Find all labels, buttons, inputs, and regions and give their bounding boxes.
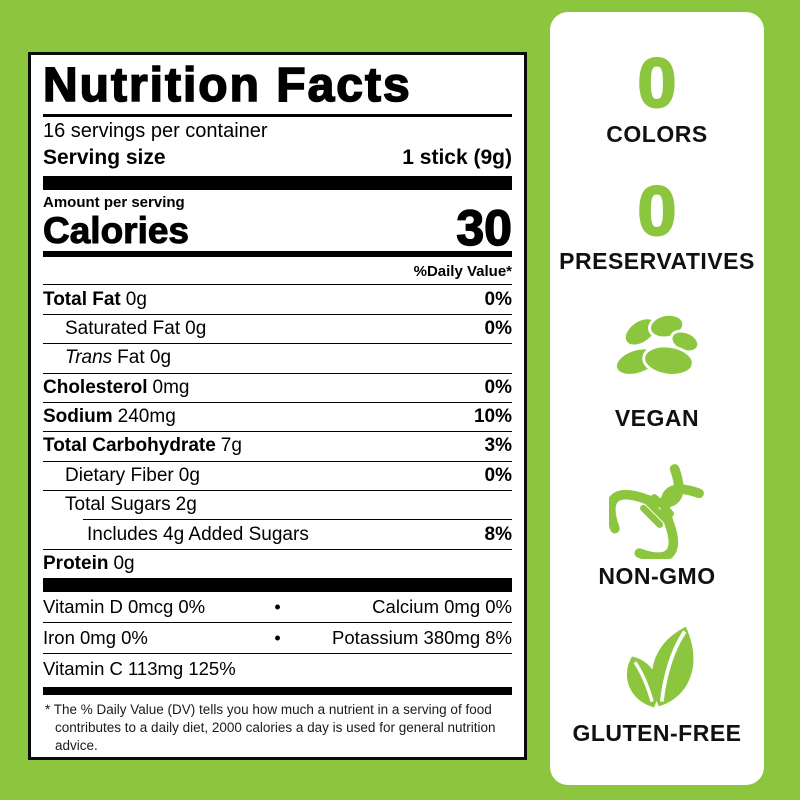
amount-per-serving: Amount per serving [43,194,185,212]
nutrient-dv: 0% [484,317,512,339]
nutrient-amount: Fat 0g [117,347,172,369]
zero-count: 0 [637,171,678,250]
vitamin-row: Vitamin C 113mg 125% [43,653,512,684]
nutrition-facts-label: Nutrition Facts 16 servings per containe… [28,52,527,760]
serving-size-label: Serving size [43,146,166,170]
leaves-icon [609,620,705,716]
nutrient-name: Total Fat [43,288,121,310]
nutrient-name: Sodium [43,406,113,428]
thick-divider [43,176,512,191]
nutrient-dv: 0% [484,464,512,486]
nutrient-dv: 3% [484,435,512,457]
nutrient-row: Total Sugars 2g [43,490,512,519]
calories-label: Calories [42,210,190,252]
nutrient-amount: 0mg [152,376,190,398]
nutrient-dv: 10% [473,406,512,428]
serving-size-row: Serving size 1 stick (9g) [43,144,512,176]
calories-block: Amount per serving Calories 30 [42,190,513,256]
badge-label: PRESERVATIVES [559,248,755,275]
vitamin-left: Vitamin C 113mg 125% [43,658,236,680]
medium-divider [43,251,512,258]
nutrient-amount: 0g [113,552,135,574]
nutrient-name: Trans [65,347,113,369]
bullet-separator: • [274,627,281,648]
nutrient-amount: 0g [125,288,147,310]
vitamin-row: Vitamin D 0mcg 0% • Calcium 0mg 0% [43,592,512,622]
badge-vegan: VEGAN [609,305,705,432]
nutrient-name: Dietary Fiber [65,464,174,486]
zero-count: 0 [637,44,678,123]
nutrient-name: Protein [43,552,109,574]
thick-divider [43,578,512,593]
lettuce-icon [609,305,705,401]
nutrient-name: Includes 4g Added Sugars [87,523,309,545]
badge-label: NON-GMO [598,562,716,589]
nutrient-amount: 240mg [117,406,176,428]
nutrient-amount: 2g [175,494,197,516]
nutrient-name: Saturated Fat [65,317,181,339]
badge-gluten-free: GLUTEN-FREE [572,620,741,747]
nutrient-amount: 0g [185,317,207,339]
nutrient-row: Dietary Fiber 0g 0% [43,460,512,490]
nutrient-row: Cholesterol 0mg 0% [43,372,512,402]
calories-value: 30 [456,199,513,256]
vitamin-left: Iron 0mg 0% [43,627,148,649]
nutrient-dv: 0% [484,288,512,310]
nutrient-row: Total Carbohydrate 7g 3% [43,431,512,460]
nutrient-name: Total Carbohydrate [43,435,216,457]
vitamin-right: Calcium 0mg 0% [372,596,512,618]
badges-card: 0 COLORS 0 PRESERVATIVES VEGAN [550,12,764,785]
nutrient-amount: 7g [220,435,242,457]
nutrient-name: Total Sugars [65,494,171,516]
nutrient-row: Saturated Fat 0g 0% [43,313,512,343]
nutrient-dv: 8% [484,523,512,545]
nutrient-row: Protein 0g [43,548,512,578]
nutrient-row: Sodium 240mg 10% [43,401,512,431]
label-title: Nutrition Facts [42,59,512,118]
daily-value-header: %Daily Value* [413,263,512,281]
badge-colors: 0 COLORS [606,44,708,148]
dna-icon [609,463,705,559]
nutrient-row: Total Fat 0g 0% [43,284,512,313]
nutrient-amount: 0g [178,464,200,486]
vitamin-left: Vitamin D 0mcg 0% [43,596,206,618]
bullet-separator: • [274,596,281,617]
vitamin-right: Potassium 380mg 8% [332,627,512,649]
badge-non-gmo: NON-GMO [598,463,715,590]
nutrient-dv: 0% [484,376,512,398]
badge-label: VEGAN [614,405,700,432]
serving-size-value: 1 stick (9g) [402,146,512,170]
daily-value-footnote: * The % Daily Value (DV) tells you how m… [45,702,496,753]
vitamin-row: Iron 0mg 0% • Potassium 380mg 8% [43,622,512,653]
badge-label: COLORS [606,120,708,147]
badge-label: GLUTEN-FREE [572,719,742,746]
medium-divider [43,687,512,696]
servings-per-container: 16 servings per container [43,120,268,143]
badge-preservatives: 0 PRESERVATIVES [559,171,755,276]
nutrient-row: Trans Fat 0g [43,343,512,372]
nutrient-name: Cholesterol [43,376,148,398]
nutrient-row: Includes 4g Added Sugars 8% [83,519,512,548]
